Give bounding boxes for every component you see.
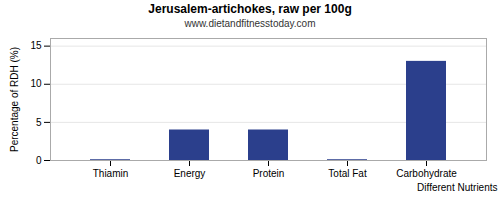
svg-text:Protein: Protein bbox=[253, 168, 285, 179]
svg-text:5: 5 bbox=[36, 117, 42, 128]
svg-text:Percentage of RDH (%): Percentage of RDH (%) bbox=[9, 47, 20, 152]
svg-text:10: 10 bbox=[30, 78, 42, 89]
svg-text:0: 0 bbox=[36, 155, 42, 166]
svg-text:Different Nutrients: Different Nutrients bbox=[417, 182, 497, 193]
svg-text:Energy: Energy bbox=[174, 168, 206, 179]
html-text:www.dietandfitnesstoday.com: www.dietandfitnesstoday.com bbox=[184, 18, 316, 29]
svg-text:Carbohydrate: Carbohydrate bbox=[396, 168, 457, 179]
svg-text:15: 15 bbox=[30, 40, 42, 51]
svg-text:Thiamin: Thiamin bbox=[93, 168, 129, 179]
svg-text:Total Fat: Total Fat bbox=[328, 168, 367, 179]
html-text:Jerusalem-artichokes, raw per: Jerusalem-artichokes, raw per 100g bbox=[148, 2, 352, 16]
